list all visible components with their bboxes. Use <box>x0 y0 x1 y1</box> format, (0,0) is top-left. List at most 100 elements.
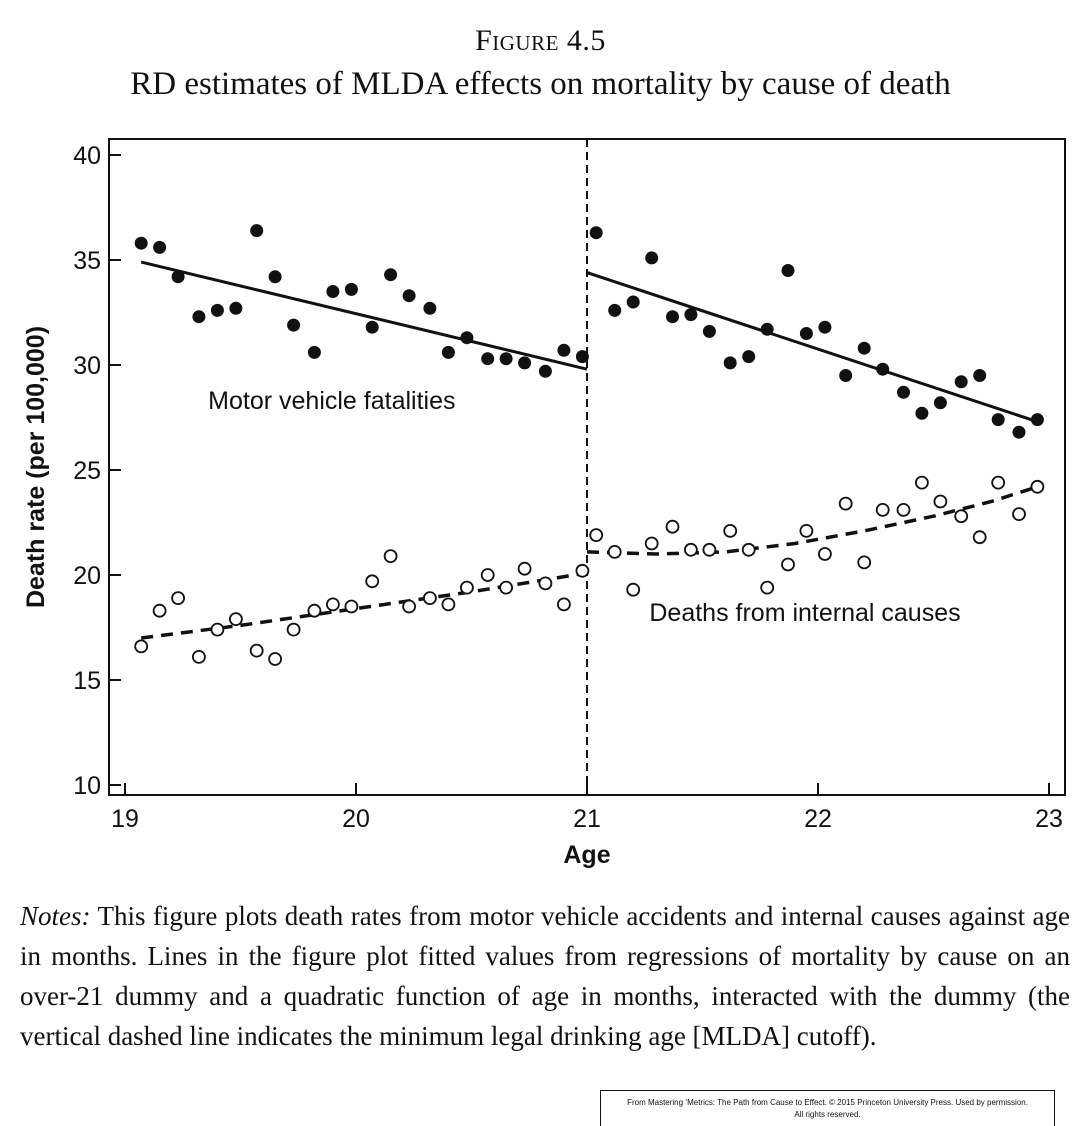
internal-causes-point <box>1030 479 1045 494</box>
motor-vehicle-point <box>423 301 437 315</box>
internal-causes-point <box>383 549 398 563</box>
internal-causes-point <box>838 496 853 511</box>
y-tick-label: 10 <box>73 772 101 800</box>
motor-vehicle-point <box>818 320 832 334</box>
annotation-motor-vehicle: Motor vehicle fatalities <box>208 387 455 415</box>
motor-vehicle-point <box>760 322 774 336</box>
y-tick-label: 40 <box>73 142 101 170</box>
motor-vehicle-point <box>171 270 185 284</box>
motor-vehicle-point <box>589 226 603 240</box>
internal-causes-point <box>607 545 622 559</box>
x-tick-label: 20 <box>342 805 370 833</box>
x-tick-label: 19 <box>111 805 139 833</box>
y-tick-label: 25 <box>73 457 101 485</box>
internal-causes-point <box>422 591 437 605</box>
internal-causes-point <box>1012 507 1026 521</box>
notes-lead: Notes: <box>20 901 91 931</box>
internal-causes-point <box>249 643 264 658</box>
motor-vehicle-point <box>666 310 679 324</box>
y-tick-label: 15 <box>73 667 101 695</box>
internal-causes-point <box>589 528 604 542</box>
internal-causes-point <box>644 536 659 551</box>
internal-causes-point <box>459 580 474 595</box>
internal-causes-point <box>441 597 456 612</box>
internal-causes-point <box>915 475 929 490</box>
internal-causes-point <box>402 599 417 614</box>
fit-line-motor-vehicle-left <box>140 260 588 371</box>
motor-vehicle-point <box>954 375 968 389</box>
motor-vehicle-point <box>973 369 987 382</box>
internal-causes-point <box>538 576 553 591</box>
internal-causes-point <box>799 524 814 538</box>
internal-causes-point <box>626 582 641 597</box>
credit-line-1: From Mastering ’Metrics: The Path from C… <box>627 1098 1028 1107</box>
internal-causes-point <box>741 542 756 557</box>
internal-causes-point <box>210 622 225 637</box>
y-tick-label: 20 <box>73 562 101 590</box>
motor-vehicle-point <box>326 285 340 298</box>
internal-causes-point <box>702 542 717 557</box>
motor-vehicle-point <box>781 264 795 277</box>
internal-causes-point <box>191 650 206 664</box>
internal-causes-point <box>781 557 795 572</box>
internal-causes-point <box>857 555 872 570</box>
x-tick-label: 23 <box>1035 805 1063 833</box>
motor-vehicle-point <box>134 236 148 250</box>
motor-vehicle-point <box>344 282 358 296</box>
motor-vehicle-point <box>499 352 513 366</box>
motor-vehicle-point <box>557 343 571 357</box>
motor-vehicle-point <box>857 341 871 355</box>
internal-causes-point <box>972 530 987 545</box>
y-tick-label: 35 <box>73 247 101 275</box>
credit-line-2: All rights reserved. <box>794 1110 861 1119</box>
motor-vehicle-point <box>250 224 264 238</box>
motor-vehicle-point <box>608 303 622 317</box>
internal-causes-point <box>268 652 283 666</box>
internal-causes-point <box>325 597 340 612</box>
x-axis-label: Age <box>563 841 610 869</box>
motor-vehicle-point <box>1012 425 1026 439</box>
label-layer: Motor vehicle fatalities Deaths from inte… <box>208 387 960 627</box>
internal-causes-point <box>575 563 590 578</box>
motor-vehicle-point <box>575 350 589 364</box>
internal-causes-point <box>171 591 186 605</box>
motor-vehicle-point <box>742 350 756 364</box>
fit-layer <box>140 260 1038 640</box>
internal-causes-point <box>228 612 243 626</box>
internal-causes-point <box>991 475 1006 490</box>
point-layer <box>134 224 1045 666</box>
motor-vehicle-point <box>192 310 206 324</box>
motor-vehicle-point <box>1030 413 1044 427</box>
motor-vehicle-point <box>626 295 640 309</box>
fit-line-internal-left <box>140 571 588 640</box>
motor-vehicle-point <box>210 303 224 317</box>
motor-vehicle-point <box>481 352 495 366</box>
notes-text: This figure plots death rates from motor… <box>20 901 1070 1051</box>
internal-causes-point <box>818 547 832 561</box>
motor-vehicle-point <box>684 308 698 322</box>
motor-vehicle-point <box>518 356 532 370</box>
internal-causes-point <box>365 574 380 589</box>
internal-causes-point <box>896 502 911 517</box>
figure-title: RD estimates of MLDA effects on mortalit… <box>130 66 951 102</box>
credit-box: From Mastering ’Metrics: The Path from C… <box>600 1090 1055 1126</box>
internal-causes-point <box>760 580 775 595</box>
motor-vehicle-point <box>723 356 737 370</box>
motor-vehicle-point <box>460 331 474 345</box>
internal-causes-point <box>933 494 948 509</box>
motor-vehicle-point <box>799 327 813 340</box>
x-tick-label: 22 <box>804 805 832 833</box>
motor-vehicle-point <box>915 406 929 420</box>
internal-causes-point <box>557 597 571 612</box>
internal-causes-point <box>307 603 322 618</box>
motor-vehicle-point <box>645 251 659 265</box>
y-axis-label: Death rate (per 100,000) <box>22 326 50 608</box>
motor-vehicle-point <box>876 362 890 376</box>
internal-causes-point <box>152 603 167 618</box>
annotation-internal-causes: Deaths from internal causes <box>649 599 960 627</box>
fit-line-internal-right <box>586 485 1038 556</box>
motor-vehicle-point <box>839 369 853 382</box>
internal-causes-point <box>344 599 359 614</box>
internal-causes-point <box>286 622 301 637</box>
motor-vehicle-point <box>153 240 167 254</box>
